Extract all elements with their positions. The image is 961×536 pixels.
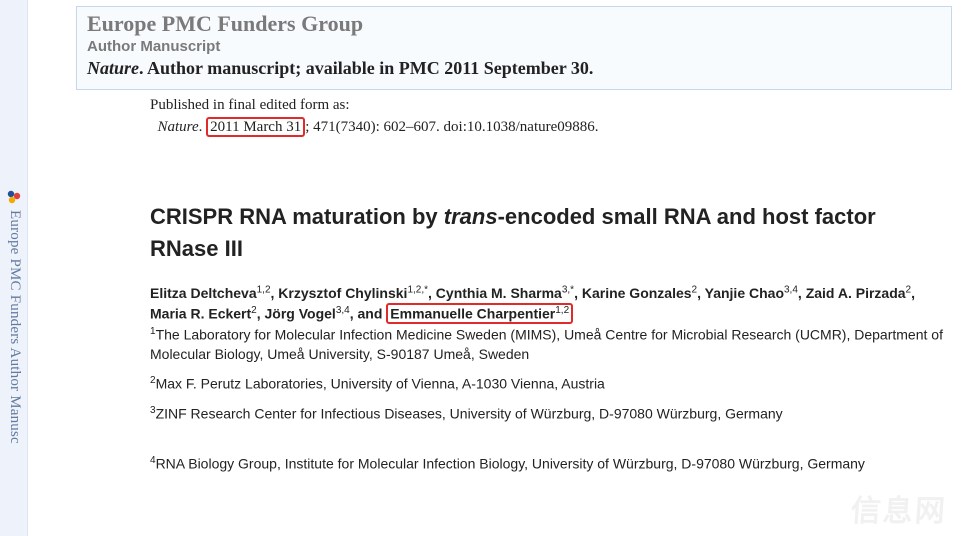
title-italic: trans	[444, 204, 498, 229]
affiliation-4-text: RNA Biology Group, Institute for Molecul…	[156, 456, 865, 472]
author-4: Karine Gonzales	[582, 285, 692, 301]
main-content: Europe PMC Funders Group Author Manuscri…	[28, 0, 961, 536]
sidebar-label: Europe PMC Funders Author Manusc	[6, 210, 23, 444]
availability-line: Nature. Author manuscript; available in …	[87, 57, 941, 80]
citation-tail: ; 471(7340): 602–607. doi:10.1038/nature…	[305, 119, 598, 135]
author-6-sup: 2	[906, 284, 912, 295]
affiliation-3-text: ZINF Research Center for Infectious Dise…	[156, 406, 783, 422]
author-7: Maria R. Eckert	[150, 306, 251, 322]
affiliation-4: 4RNA Biology Group, Institute for Molecu…	[150, 454, 950, 474]
author-5-sup: 3,4	[784, 284, 798, 295]
funder-group-line: Europe PMC Funders Group	[87, 11, 941, 36]
authors-and: , and	[350, 306, 387, 322]
watermark: 信息网	[849, 486, 948, 530]
citation-journal: Nature	[158, 119, 199, 135]
author-8-sup: 3,4	[336, 305, 350, 316]
affiliation-1: 1The Laboratory for Molecular Infection …	[150, 325, 950, 365]
author-1-sup: 1,2	[257, 284, 271, 295]
author-3-sup: 3,*	[562, 284, 574, 295]
author-2: Krzysztof Chylinski	[278, 285, 407, 301]
title-part1: CRISPR RNA maturation by	[150, 204, 444, 229]
author-1: Elitza Deltcheva	[150, 285, 257, 301]
header-box: Europe PMC Funders Group Author Manuscri…	[76, 6, 952, 90]
journal-name: Nature	[87, 58, 139, 78]
author-4-sup: 2	[692, 284, 698, 295]
author-9: Emmanuelle Charpentier	[390, 306, 555, 322]
highlighted-author: Emmanuelle Charpentier1,2	[386, 303, 573, 324]
author-6: Zaid A. Pirzada	[806, 285, 906, 301]
published-lead: Published in final edited form as:	[150, 95, 599, 117]
highlighted-date: 2011 March 31	[206, 117, 305, 138]
article-title: CRISPR RNA maturation by trans-encoded s…	[150, 201, 940, 265]
published-citation: Nature. 2011 March 31; 471(7340): 602–60…	[150, 117, 599, 139]
pmc-logo-dots-icon	[7, 190, 21, 204]
affiliation-2-text: Max F. Perutz Laboratories, University o…	[156, 376, 605, 392]
author-7-sup: 2	[251, 305, 257, 316]
author-9-sup: 1,2	[555, 305, 569, 316]
published-block: Published in final edited form as: Natur…	[150, 95, 599, 139]
author-5: Yanjie Chao	[705, 285, 784, 301]
authors-list: Elitza Deltcheva1,2, Krzysztof Chylinski…	[150, 283, 950, 324]
availability-text: . Author manuscript; available in PMC 20…	[139, 58, 593, 78]
author-3: Cynthia M. Sharma	[436, 285, 562, 301]
author-8: Jörg Vogel	[265, 306, 336, 322]
sidebar: Europe PMC Funders Author Manusc	[0, 0, 28, 536]
affiliation-2: 2Max F. Perutz Laboratories, University …	[150, 374, 950, 394]
affiliation-1-text: The Laboratory for Molecular Infection M…	[150, 327, 943, 363]
affiliation-3: 3ZINF Research Center for Infectious Dis…	[150, 404, 950, 424]
author-manuscript-line: Author Manuscript	[87, 36, 941, 57]
author-2-sup: 1,2,*	[407, 284, 428, 295]
